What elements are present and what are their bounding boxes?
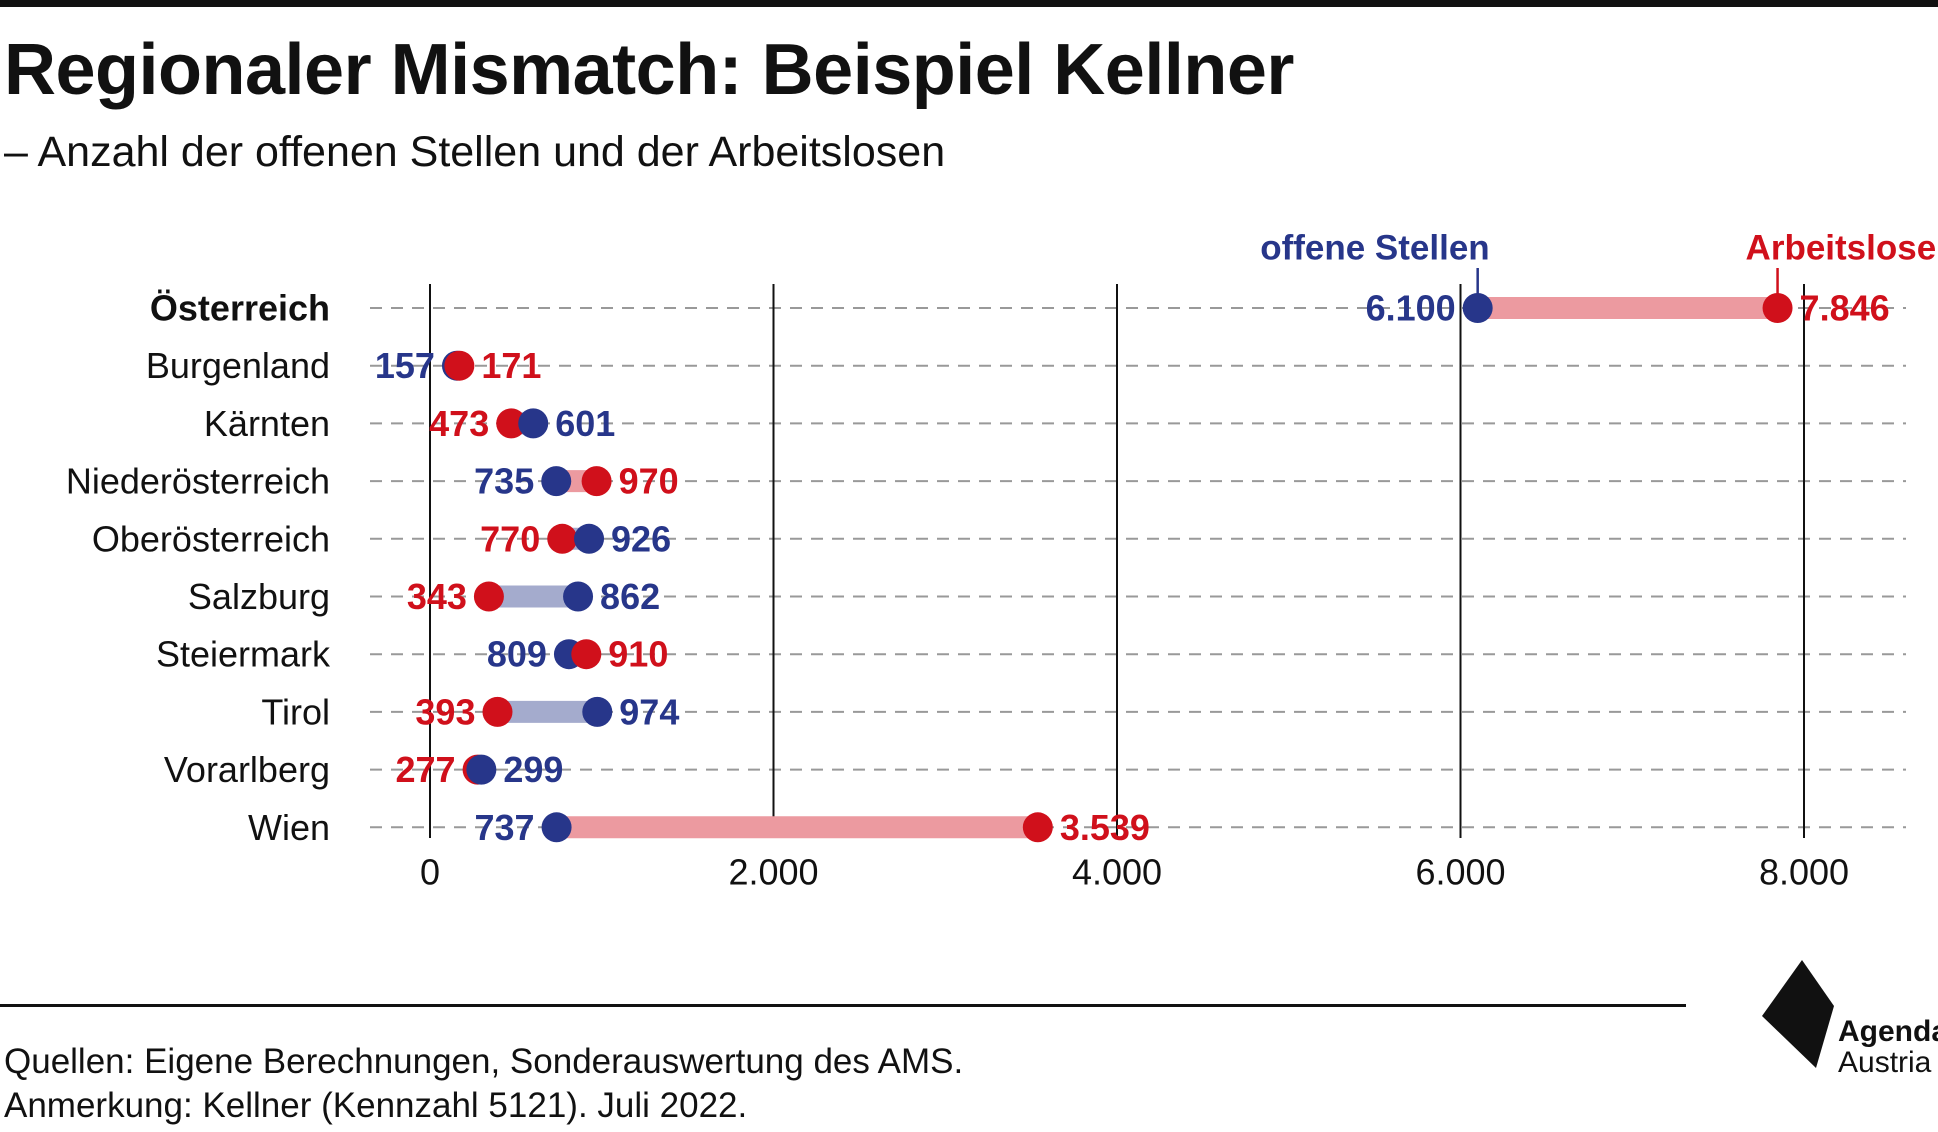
open-positions-value-label: 601 bbox=[555, 403, 615, 444]
open-positions-value-label: 862 bbox=[600, 576, 660, 617]
category-label: Steiermark bbox=[156, 634, 331, 675]
open-positions-point bbox=[541, 466, 572, 497]
open-positions-point bbox=[563, 581, 594, 612]
dumbbell-chart: 0 2.000 4.000 6.000 8.000 offene Stellen Arbei… bbox=[66, 229, 1937, 893]
open-positions-point bbox=[541, 812, 572, 843]
footer: Quellen: Eigene Berechnungen, Sonderausw… bbox=[4, 1040, 963, 1128]
x-tick-label: 4.000 bbox=[1072, 852, 1162, 893]
logo-text-austria: Austria bbox=[1838, 1046, 1932, 1079]
unemployed-value-label: 910 bbox=[608, 634, 668, 675]
open-positions-point bbox=[466, 754, 497, 785]
unemployed-value-label: 970 bbox=[619, 461, 679, 502]
open-positions-value-label: 974 bbox=[619, 691, 679, 732]
chart-subtitle: – Anzahl der offenen Stellen und der Arb… bbox=[4, 128, 946, 176]
category-label: Österreich bbox=[150, 288, 330, 329]
logo-text-agenda: Agenda bbox=[1838, 1015, 1938, 1048]
unemployed-value-label: 277 bbox=[395, 749, 455, 790]
x-tick-label: 6.000 bbox=[1415, 852, 1505, 893]
category-label: Salzburg bbox=[188, 576, 330, 617]
category-label: Oberösterreich bbox=[92, 518, 330, 559]
open-positions-value-label: 6.100 bbox=[1366, 288, 1456, 329]
chart-title: Regionaler Mismatch: Beispiel Kellner bbox=[4, 30, 1294, 110]
category-label: Kärnten bbox=[204, 403, 330, 444]
x-tick-label: 2.000 bbox=[728, 852, 818, 893]
unemployed-value-label: 473 bbox=[429, 403, 489, 444]
bottom-rule bbox=[0, 1004, 1686, 1007]
unemployed-point bbox=[571, 639, 602, 670]
open-positions-point bbox=[1462, 293, 1493, 323]
open-positions-value-label: 926 bbox=[611, 518, 671, 559]
open-positions-point bbox=[518, 408, 549, 439]
agenda-austria-logo-icon bbox=[1762, 960, 1834, 1068]
top-rule bbox=[0, 0, 1938, 7]
category-label: Vorarlberg bbox=[164, 749, 330, 790]
footer-note: Anmerkung: Kellner (Kennzahl 5121). Juli… bbox=[4, 1086, 748, 1125]
unemployed-value-label: 7.846 bbox=[1800, 288, 1890, 329]
unemployed-point bbox=[1762, 293, 1793, 323]
unemployed-value-label: 171 bbox=[481, 345, 541, 386]
open-positions-value-label: 737 bbox=[475, 807, 535, 848]
unemployed-point bbox=[547, 523, 578, 554]
open-positions-point bbox=[582, 696, 613, 727]
unemployed-point bbox=[496, 408, 527, 439]
legend-label-open-positions: offene Stellen bbox=[1260, 229, 1489, 268]
open-positions-value-label: 299 bbox=[503, 749, 563, 790]
legend-label-unemployed: Arbeitslose bbox=[1746, 229, 1937, 268]
open-positions-value-label: 735 bbox=[474, 461, 534, 502]
open-positions-point bbox=[574, 523, 605, 554]
category-label: Niederösterreich bbox=[66, 461, 330, 502]
open-positions-value-label: 809 bbox=[487, 634, 547, 675]
footer-sources: Quellen: Eigene Berechnungen, Sonderausw… bbox=[4, 1042, 964, 1081]
unemployed-point bbox=[1022, 812, 1053, 843]
open-positions-value-label: 157 bbox=[375, 345, 435, 386]
unemployed-point bbox=[444, 350, 475, 381]
x-tick-label: 8.000 bbox=[1759, 852, 1849, 893]
category-label: Tirol bbox=[261, 691, 330, 732]
category-label: Wien bbox=[248, 807, 330, 848]
unemployed-value-label: 343 bbox=[407, 576, 467, 617]
unemployed-value-label: 770 bbox=[480, 518, 540, 559]
category-label: Burgenland bbox=[146, 345, 330, 386]
unemployed-point bbox=[482, 696, 513, 727]
unemployed-point bbox=[581, 466, 612, 497]
unemployed-value-label: 393 bbox=[415, 691, 475, 732]
x-tick-label: 0 bbox=[420, 852, 440, 893]
unemployed-value-label: 3.539 bbox=[1060, 807, 1150, 848]
unemployed-point bbox=[473, 581, 504, 612]
